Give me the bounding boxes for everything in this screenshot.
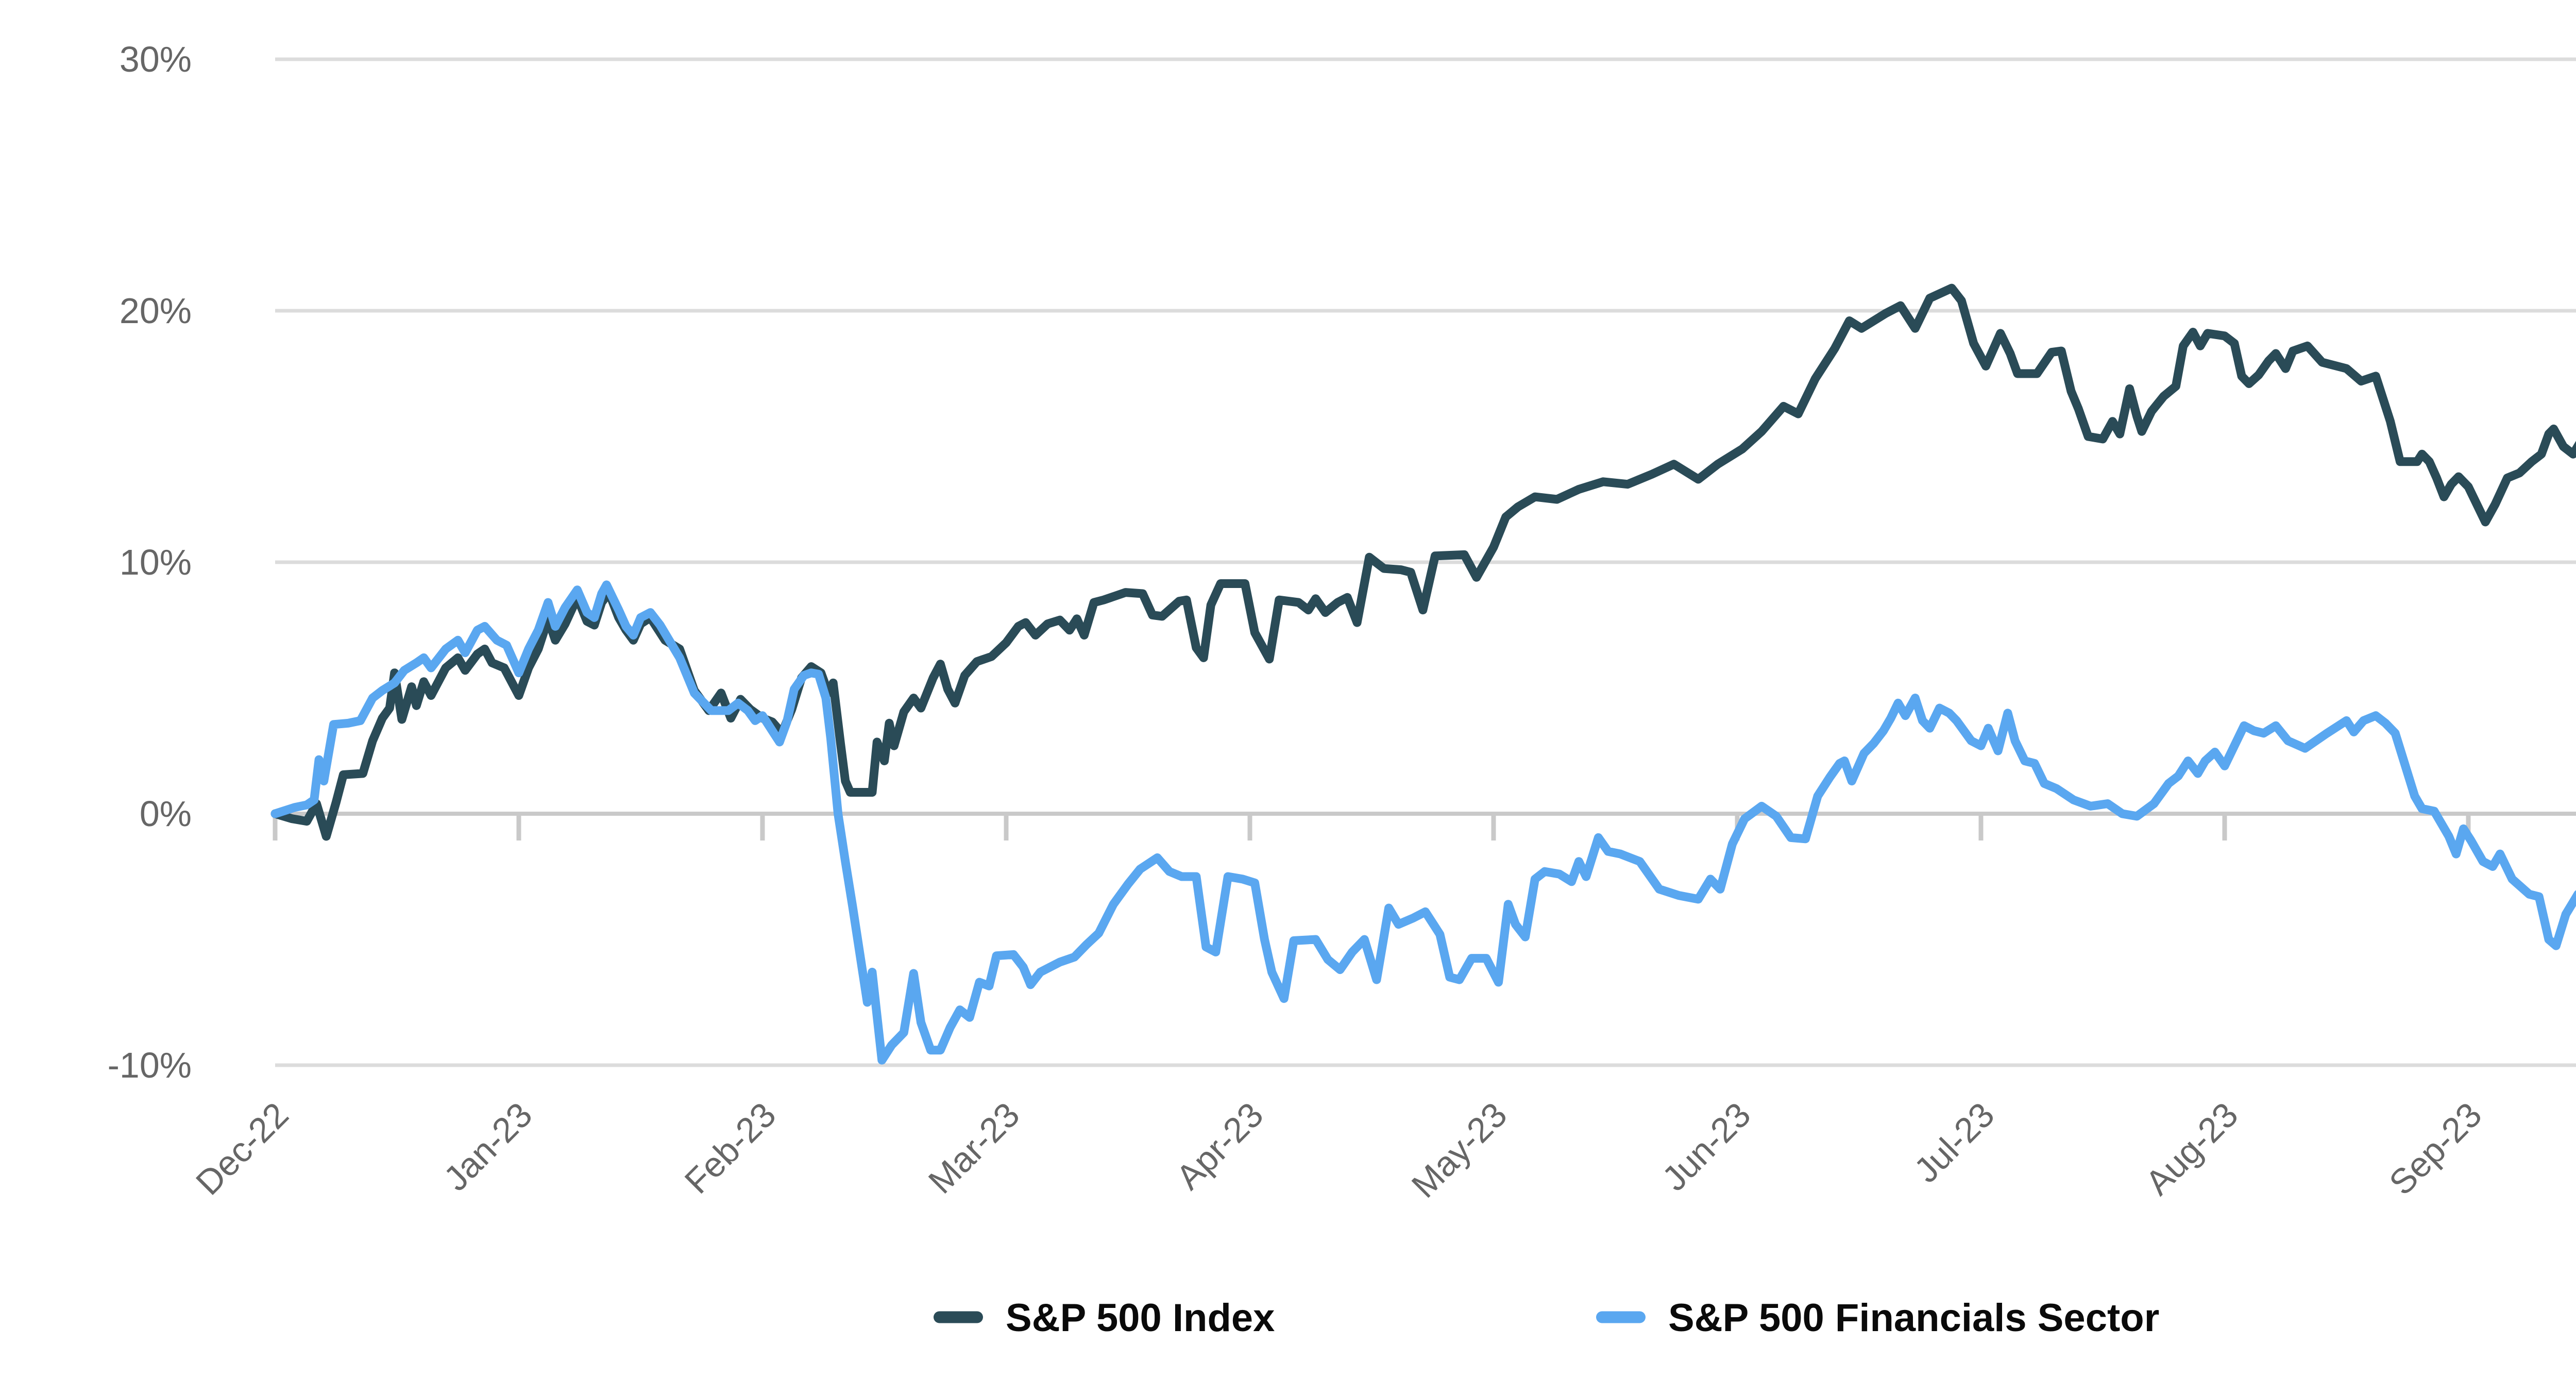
x-axis-label-7: Jul-23	[1907, 1095, 2002, 1190]
x-axis-label-5: May-23	[1404, 1095, 1515, 1205]
legend-swatch-financials	[1596, 1311, 1646, 1323]
y-axis-label-0: 0%	[140, 794, 192, 834]
x-axis-label-0: Dec-22	[189, 1095, 296, 1203]
x-axis-label-2: Feb-23	[677, 1095, 784, 1201]
x-axis-label-6: Jun-23	[1655, 1095, 1758, 1199]
legend-label-financials: S&P 500 Financials Sector	[1668, 1296, 2159, 1340]
legend-layer: S&P 500 Index S&P 500 Financials Sector	[934, 1296, 2159, 1340]
sp500-index-line	[270, 283, 2576, 841]
x-axis-label-3: Mar-23	[921, 1095, 1027, 1201]
series-layer	[270, 283, 2576, 1065]
legend-item-financials: S&P 500 Financials Sector	[1596, 1296, 2159, 1340]
x-axis-label-1: Jan-23	[436, 1095, 540, 1199]
legend-item-index: S&P 500 Index	[934, 1296, 1275, 1340]
sp500-financials-line	[270, 580, 2576, 1065]
y-axis-label-20: 20%	[120, 291, 192, 331]
x-axis-label-4: Apr-23	[1169, 1095, 1271, 1197]
x-axis-label-8: Aug-23	[2138, 1095, 2246, 1203]
legend-label-index: S&P 500 Index	[1006, 1296, 1275, 1340]
y-axis-label--10: -10%	[108, 1045, 192, 1085]
y-axis-label-30: 30%	[120, 39, 192, 79]
x-axis-label-9: Sep-23	[2382, 1095, 2489, 1203]
y-axis-label-10: 10%	[120, 542, 192, 582]
legend-swatch-index	[934, 1311, 983, 1323]
axis-layer: 30% 20% 10% 0% -10% Dec-22 Jan-23 Feb-23 Mar-23 A…	[108, 39, 2489, 1205]
